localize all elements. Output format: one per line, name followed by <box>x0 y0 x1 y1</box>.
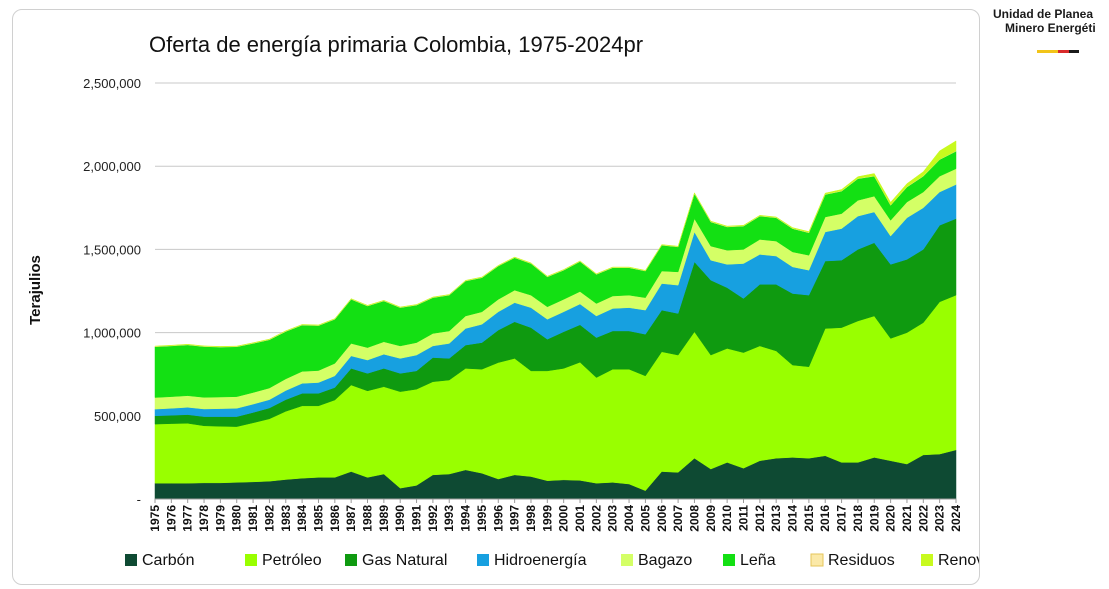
legend-swatch <box>245 554 257 566</box>
chart-frame: Oferta de energía primaria Colombia, 197… <box>12 9 1023 585</box>
y-tick-label: 1,000,000 <box>83 326 141 341</box>
x-tick-label: 1997 <box>508 505 522 532</box>
legend-label: Bagazo <box>638 552 692 569</box>
x-tick-label: 2020 <box>884 505 898 532</box>
legend-label: Gas Natural <box>362 552 447 569</box>
y-tick-label: - <box>137 492 141 507</box>
x-tick-label: 1991 <box>410 505 424 532</box>
stacked-areas <box>154 140 957 500</box>
logo-bar-segment <box>1047 50 1058 53</box>
x-tick-label: 1993 <box>442 505 456 532</box>
legend-item: Hidroenergía <box>477 552 587 569</box>
x-tick-label: 1977 <box>181 505 195 532</box>
x-tick-label: 1981 <box>246 505 260 532</box>
x-tick-label: 2024 <box>949 505 963 532</box>
x-tick-label: 1978 <box>197 505 211 532</box>
x-tick-label: 1975 <box>148 505 162 532</box>
x-tick-label: 2021 <box>900 505 914 532</box>
legend-item: Leña <box>723 552 776 569</box>
x-tick-label: 2017 <box>835 505 849 532</box>
x-tick-label: 2004 <box>622 505 636 532</box>
legend-item: Carbón <box>125 552 194 569</box>
x-tick-label: 1995 <box>475 505 489 532</box>
x-tick-label: 1998 <box>524 505 538 532</box>
logo-color-bar <box>1037 40 1079 53</box>
x-tick-label: 2015 <box>802 505 816 532</box>
x-tick-label: 1985 <box>311 505 325 532</box>
x-tick-label: 2013 <box>769 505 783 532</box>
legend-label: Leña <box>740 552 776 569</box>
axes: - 500,000 1,000,000 1,500,000 2,000,000 2,500… <box>83 76 963 532</box>
legend-item: Gas Natural <box>345 552 447 569</box>
legend-swatch <box>921 554 933 566</box>
y-tick-label: 2,500,000 <box>83 76 141 91</box>
legend-swatch <box>477 554 489 566</box>
legend-item: Petróleo <box>245 552 322 569</box>
y-axis-label: Terajulios <box>27 255 44 325</box>
logo-bar-segment <box>1068 50 1079 53</box>
x-tick-label: 1980 <box>230 505 244 532</box>
legend-label: Carbón <box>142 552 194 569</box>
energy-supply-chart: Oferta de energía primaria Colombia, 197… <box>27 32 1023 569</box>
y-tick-label: 1,500,000 <box>83 242 141 257</box>
x-tick-label: 2019 <box>867 505 881 532</box>
legend-item: Residuos <box>810 552 895 569</box>
x-tick-label: 1988 <box>361 505 375 532</box>
area-series <box>154 140 957 347</box>
x-tick-label: 1983 <box>279 505 293 532</box>
x-tick-label: 2011 <box>736 505 750 531</box>
x-tick-label: 2014 <box>786 505 800 532</box>
legend-swatch <box>810 553 824 567</box>
legend-item: Renovables <box>921 552 1023 569</box>
logo-bar-segment <box>1058 50 1069 53</box>
x-tick-label: 1976 <box>164 505 178 532</box>
x-tick-label: 2018 <box>851 505 865 532</box>
x-tick-label: 2023 <box>933 505 947 532</box>
legend-label: Hidroenergía <box>494 552 587 569</box>
upme-logo: Unidad de Planea Minero Energéti <box>985 0 1109 53</box>
legend-label: Petróleo <box>262 552 322 569</box>
x-tick-label: 2007 <box>671 505 685 532</box>
legend-swatch <box>723 554 735 566</box>
x-tick-label: 1987 <box>344 505 358 532</box>
logo-text-line1: Unidad de Planea <box>993 7 1094 21</box>
x-tick-label: 2010 <box>720 505 734 532</box>
x-tick-label: 2000 <box>557 505 571 532</box>
x-tick-label: 1986 <box>328 505 342 532</box>
x-tick-label: 2012 <box>753 505 767 532</box>
x-tick-label: 1994 <box>459 505 473 532</box>
x-tick-label: 1990 <box>393 505 407 532</box>
chart-title: Oferta de energía primaria Colombia, 197… <box>149 32 643 57</box>
x-tick-label: 1989 <box>377 505 391 532</box>
y-tick-label: 500,000 <box>94 409 141 424</box>
legend-label: Residuos <box>828 552 895 569</box>
x-tick-label: 2009 <box>704 505 718 532</box>
logo-bar-segment <box>1037 50 1048 53</box>
logo-text-line2: Minero Energéti <box>1005 21 1096 35</box>
legend-item: Bagazo <box>621 552 692 569</box>
x-tick-label: 2008 <box>687 505 701 532</box>
y-tick-label: 2,000,000 <box>83 159 141 174</box>
x-tick-label: 2003 <box>606 505 620 532</box>
legend-swatch <box>345 554 357 566</box>
x-tick-label: 1996 <box>491 505 505 532</box>
x-tick-label: 2005 <box>638 505 652 532</box>
x-tick-label: 1992 <box>426 505 440 532</box>
legend: Carbón Petróleo Gas Natural Hidroenergía Bag… <box>125 552 1023 569</box>
x-tick-label: 1999 <box>540 505 554 532</box>
x-tick-label: 2001 <box>573 505 587 532</box>
x-tick-label: 2016 <box>818 505 832 532</box>
legend-label: Renovables <box>938 552 979 569</box>
x-tick-label: 2022 <box>916 505 930 532</box>
x-tick-label: 1982 <box>262 505 276 532</box>
x-tick-label: 2006 <box>655 505 669 532</box>
legend-swatch <box>125 554 137 566</box>
x-tick-label: 2002 <box>589 505 603 532</box>
x-tick-label: 1984 <box>295 505 309 532</box>
x-tick-label: 1979 <box>213 505 227 532</box>
legend-swatch <box>621 554 633 566</box>
